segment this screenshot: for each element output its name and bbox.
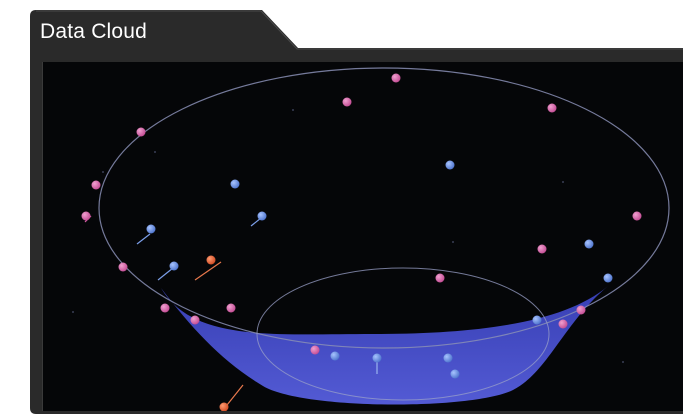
data-point[interactable] — [537, 244, 547, 254]
data-point[interactable] — [190, 315, 200, 325]
data-point[interactable] — [169, 261, 179, 271]
data-cloud-visualization[interactable] — [43, 62, 683, 411]
data-point[interactable] — [226, 303, 236, 313]
data-point[interactable] — [443, 353, 453, 363]
background-stars — [72, 109, 624, 363]
panel-title: Data Cloud — [40, 20, 148, 43]
data-point[interactable] — [136, 127, 146, 137]
data-point[interactable] — [230, 179, 240, 189]
data-point[interactable] — [257, 211, 267, 221]
data-point[interactable] — [445, 160, 455, 170]
data-point[interactable] — [450, 369, 460, 379]
outer-ring — [98, 67, 670, 349]
data-point[interactable] — [576, 305, 586, 315]
data-point[interactable] — [219, 402, 229, 412]
orange-points — [206, 255, 229, 412]
data-point[interactable] — [632, 211, 642, 221]
data-point[interactable] — [81, 211, 91, 221]
inner-ring — [256, 267, 550, 401]
data-point[interactable] — [435, 273, 445, 283]
data-point[interactable] — [118, 262, 128, 272]
panel-frame-highlight — [36, 10, 683, 50]
data-point[interactable] — [603, 273, 613, 283]
data-point[interactable] — [91, 180, 101, 190]
data-point[interactable] — [342, 97, 352, 107]
funnel-surface — [161, 286, 608, 405]
data-point[interactable] — [391, 73, 401, 83]
data-cloud-viewport[interactable] — [42, 62, 683, 411]
data-point[interactable] — [547, 103, 557, 113]
data-point[interactable] — [558, 319, 568, 329]
blue-points — [146, 160, 613, 379]
data-point[interactable] — [532, 315, 542, 325]
data-point[interactable] — [310, 345, 320, 355]
data-point[interactable] — [206, 255, 216, 265]
data-point[interactable] — [330, 351, 340, 361]
data-point[interactable] — [146, 224, 156, 234]
data-point[interactable] — [584, 239, 594, 249]
pink-points — [81, 73, 642, 355]
data-point[interactable] — [160, 303, 170, 313]
data-point[interactable] — [372, 353, 382, 363]
data-cloud-panel: Data Cloud — [30, 10, 683, 414]
